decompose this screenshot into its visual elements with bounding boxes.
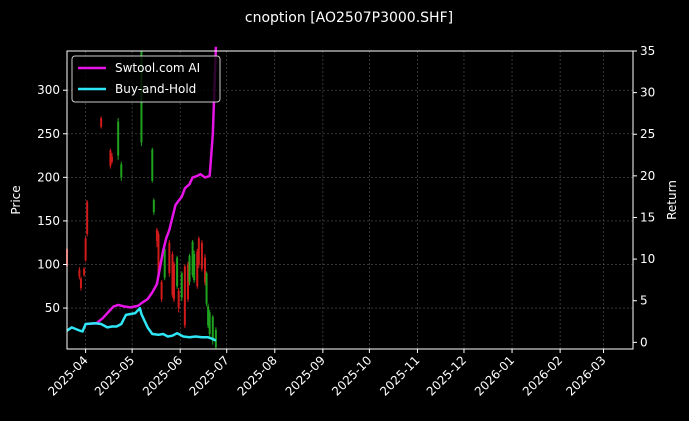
y-tick-label: 50: [45, 301, 60, 315]
candle-body: [151, 149, 154, 181]
legend-box: [71, 55, 221, 103]
candle-body: [84, 238, 87, 261]
candle-body: [183, 266, 186, 326]
candle-body: [208, 312, 211, 335]
candle-body: [204, 257, 207, 282]
y2-tick-label: 0: [640, 335, 648, 349]
candle-body: [163, 248, 166, 278]
y-tick-label: 100: [37, 257, 60, 271]
candle-body: [168, 242, 171, 274]
y-tick-label: 250: [37, 127, 60, 141]
y2-axis-label: Return: [665, 180, 679, 220]
legend: Swtool.com AI Buy-and-Hold: [71, 55, 221, 103]
y-tick-label: 150: [37, 214, 60, 228]
y-axis-label: Price: [9, 185, 23, 214]
y-tick-label: 300: [37, 83, 60, 97]
candle-body: [207, 306, 210, 326]
candle-body: [78, 269, 81, 277]
candle-body: [120, 164, 123, 178]
candle-body: [180, 273, 183, 298]
candle-body: [155, 229, 158, 241]
series-lines: [66, 46, 218, 342]
y2-tick-label: 35: [640, 44, 655, 58]
y-tick-label: 200: [37, 170, 60, 184]
candle-body: [100, 118, 103, 127]
candle-body: [172, 264, 175, 300]
candle-body: [196, 251, 199, 287]
candle-body: [152, 200, 155, 213]
candle-body: [79, 278, 82, 289]
candle-body: [86, 201, 89, 234]
y-axis-ticks: 50 100 150 200 250 300: [37, 83, 67, 315]
y2-tick-label: 25: [640, 127, 655, 141]
candle-body: [177, 290, 180, 309]
candle-body: [211, 316, 214, 342]
candle-body: [200, 242, 203, 269]
candle-body: [188, 255, 191, 282]
candle-body: [117, 121, 120, 156]
candle-body: [186, 264, 189, 300]
legend-label-swtool: Swtool.com AI: [115, 61, 200, 75]
candle-body: [160, 281, 163, 300]
series-line-0: [85, 46, 218, 326]
candle-body: [191, 241, 194, 275]
y2-tick-label: 10: [640, 252, 655, 266]
candle-body: [197, 238, 200, 265]
candle-body: [193, 254, 196, 281]
candle-body: [83, 268, 86, 275]
candle-body: [109, 150, 112, 167]
chart-title: cnoption [AO2507P3000.SHF]: [245, 10, 453, 26]
candle-body: [110, 156, 113, 162]
candle-body: [171, 254, 174, 295]
legend-label-buy-and-hold: Buy-and-Hold: [115, 82, 196, 96]
candle-body: [176, 257, 179, 287]
series-line-1: [66, 306, 217, 342]
candle-body: [214, 329, 217, 348]
y2-tick-label: 20: [640, 169, 655, 183]
candle-body: [205, 273, 208, 304]
plot-frame: [66, 50, 634, 350]
y2-tick-label: 30: [640, 86, 655, 100]
y2-axis-ticks: 0 5 10 15 20 25 30 35: [633, 44, 655, 349]
candle-body: [157, 233, 160, 275]
y2-tick-label: 15: [640, 210, 655, 224]
y2-tick-label: 5: [640, 294, 648, 308]
